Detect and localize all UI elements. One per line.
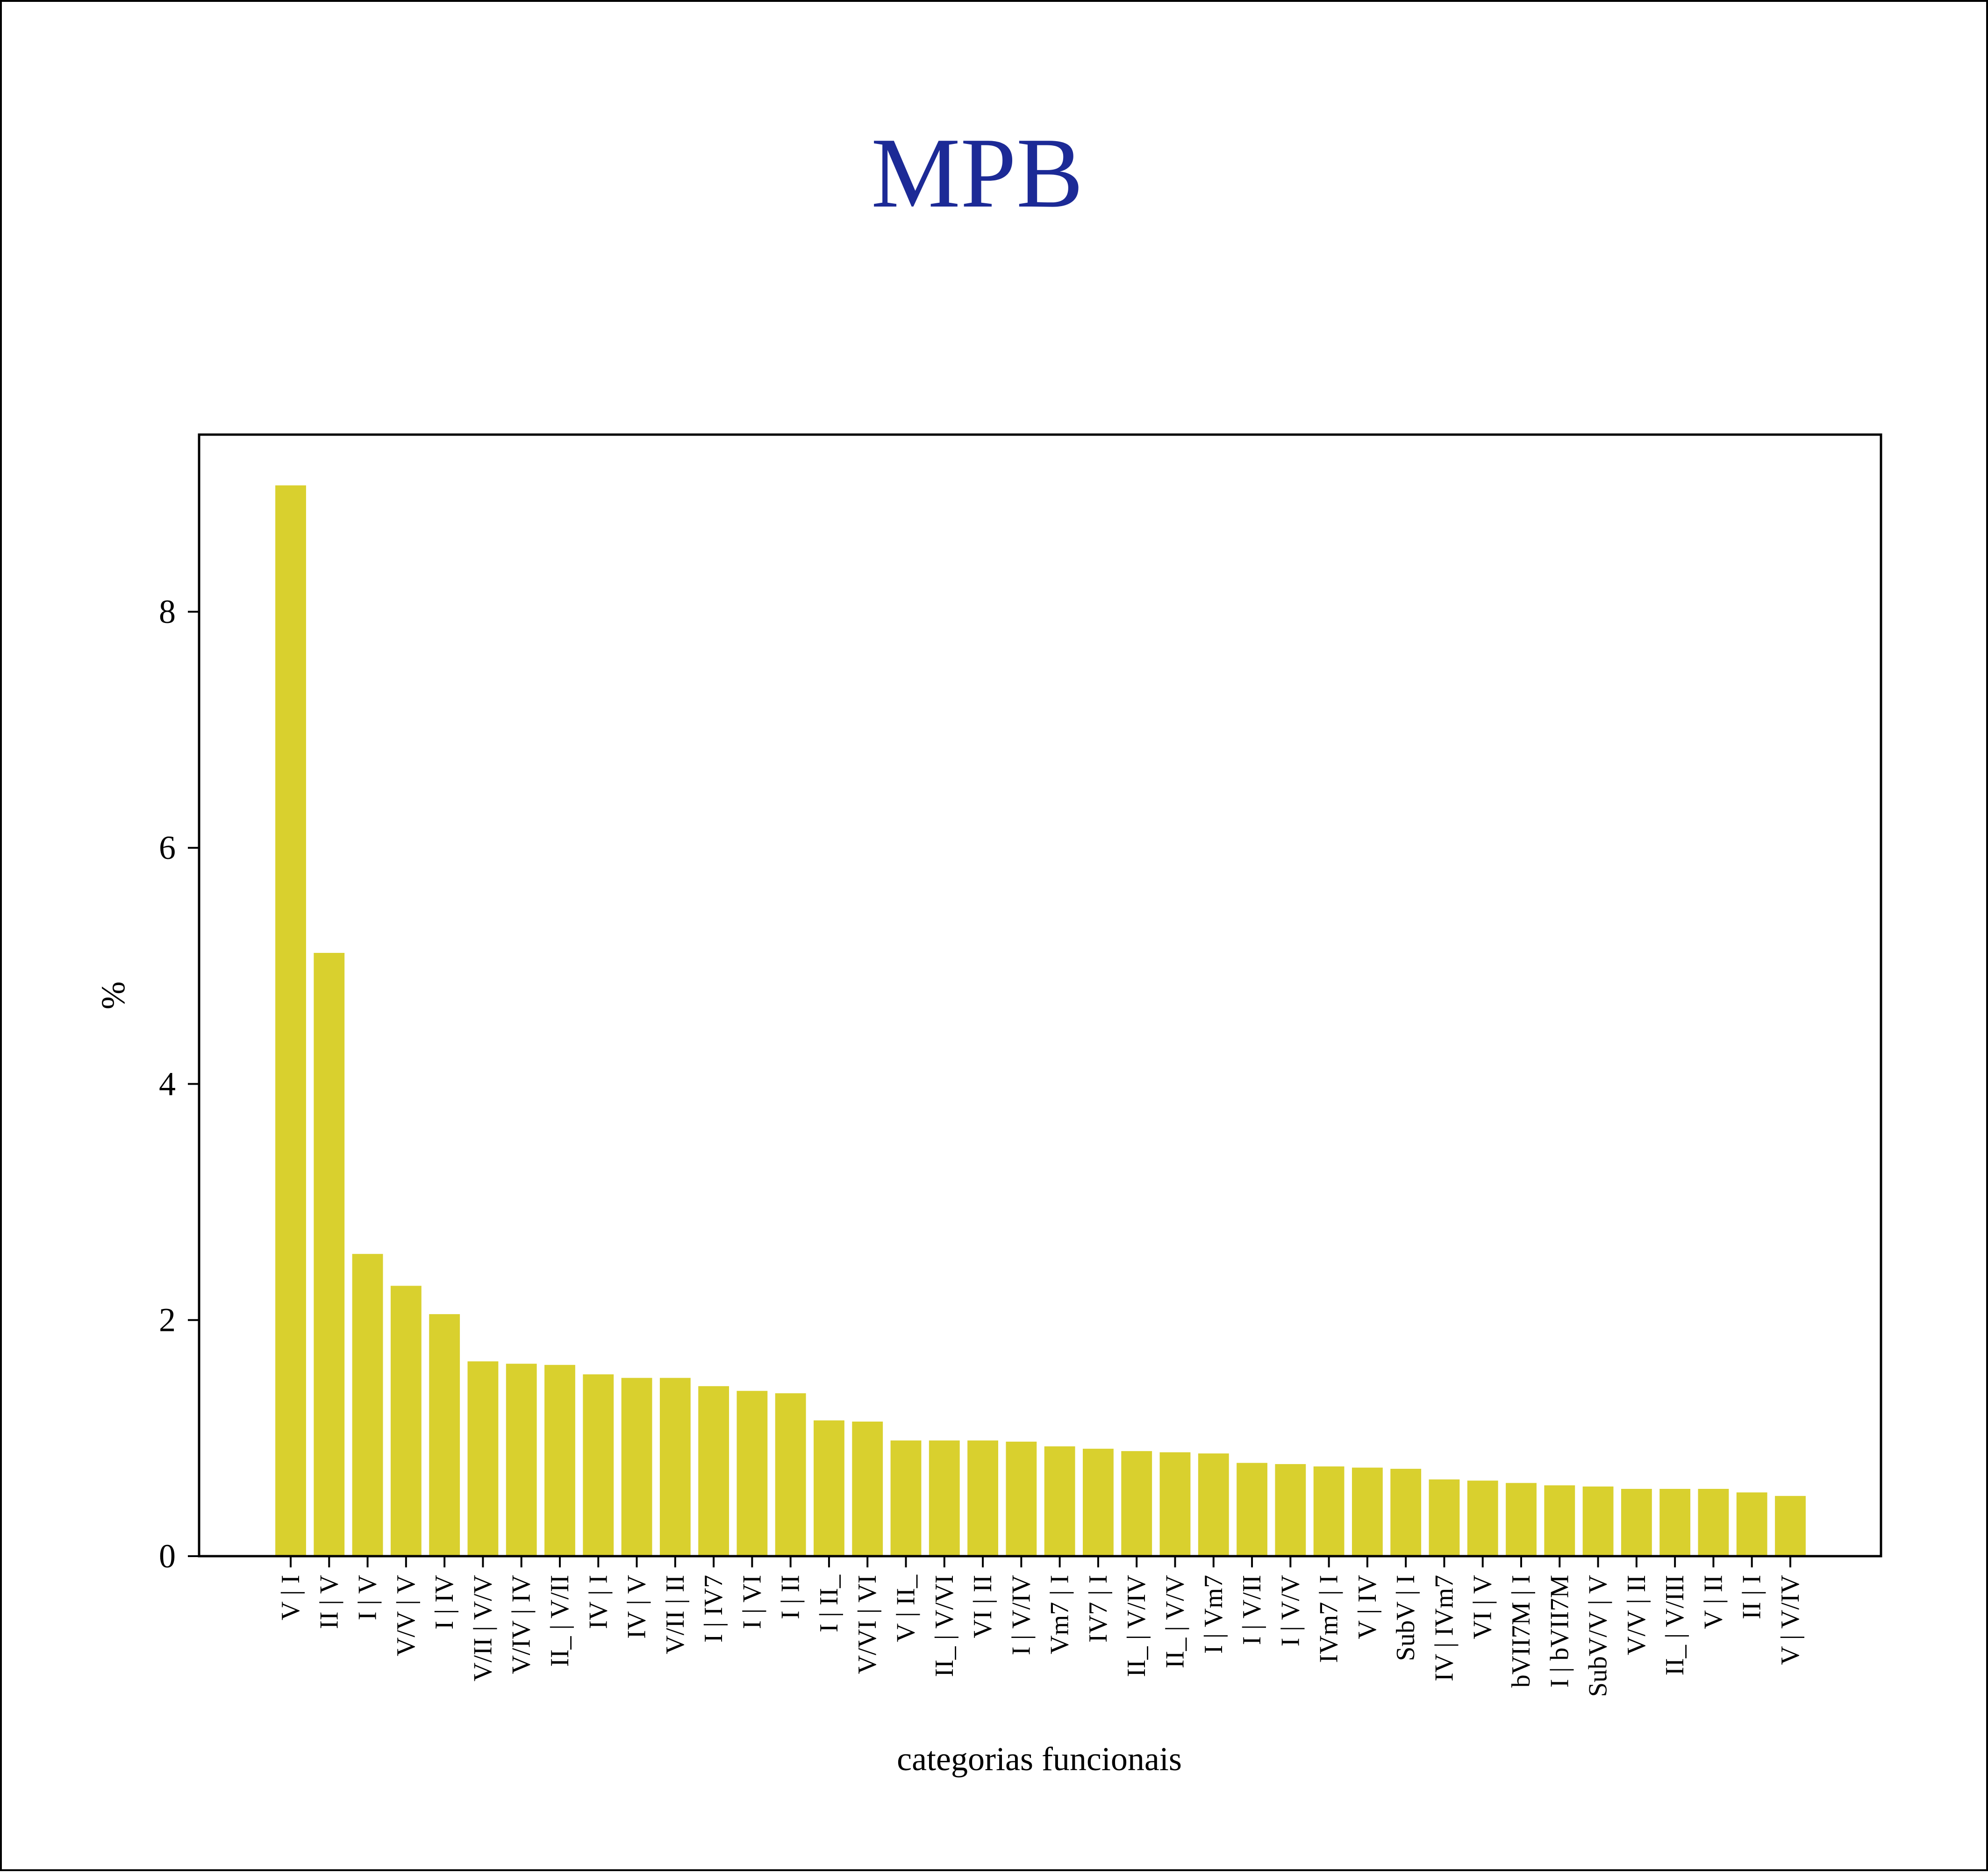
bar [1044,1446,1075,1556]
bar [814,1420,844,1556]
x-tick-label: VI | V [1468,1575,1497,1639]
bar [275,485,306,1557]
bar [1352,1467,1383,1556]
x-tick-label: Vm7 | I [1045,1575,1074,1654]
y-tick-label: 6 [159,829,176,866]
bar [1313,1466,1344,1556]
bar [1736,1492,1767,1556]
x-tick-label: II_ | V/VI [930,1575,959,1677]
x-tick-label: V/IV | IV [507,1575,536,1674]
x-tick-label: SubV | I [1391,1575,1420,1661]
x-tick-label: IVm7 | I [1315,1575,1344,1663]
bar [506,1364,537,1556]
x-tick-label: I | V/V [1276,1575,1305,1646]
x-tick-label: V | II [1699,1575,1728,1629]
bars-layer [275,485,1806,1557]
bar [1506,1483,1537,1556]
bar [583,1374,614,1556]
x-tick-label: I | II [776,1575,805,1619]
x-tick-label: II_ | V/IV [1122,1575,1151,1677]
x-tick-label: I | V [353,1575,382,1620]
x-tick-label: I | IV [430,1575,459,1630]
x-tick-label: IV | I [584,1575,613,1629]
bar [967,1440,998,1556]
x-tick-label: II | I [1738,1575,1766,1619]
bar [429,1314,460,1556]
bar [314,953,345,1556]
x-tick-label: II_ | V/II [545,1575,574,1667]
x-tick-label: bVII7M | I [1507,1575,1536,1687]
x-tick-label: VI | II [968,1575,997,1638]
chart-title: MPB [871,117,1083,229]
x-tick-label: V/II | II [661,1575,690,1654]
x-tick-label: I | V/II [1237,1575,1266,1645]
x-tick-label: V/VI | VI [853,1575,882,1674]
y-tick-label: 2 [159,1301,176,1339]
bar [1429,1479,1460,1556]
x-tick-label: IV | V [622,1575,651,1639]
x-axis: V | I II | V I | V V/V | V I | IV V/II | V/V V… [276,1556,1805,1697]
bar [737,1391,768,1556]
x-tick-label: I | II_ [815,1574,844,1632]
y-tick-label: 4 [159,1065,176,1102]
y-tick-label: 0 [159,1537,176,1575]
x-tick-label: V | V/IV [1776,1575,1805,1665]
x-axis-label: categorias funcionais [897,1740,1182,1778]
x-tick-label: I | V/IV [1007,1575,1036,1655]
x-tick-label: V/II | V/V [468,1575,497,1681]
x-tick-label: I | IV7 [699,1575,728,1643]
bar [1237,1463,1267,1556]
x-tick-label: V/V | V [392,1575,421,1656]
x-tick-label: IV7 | I [1084,1575,1113,1643]
bar [621,1378,652,1556]
x-tick-label: II_ | V/V [1160,1575,1189,1668]
bar [390,1286,422,1556]
bar [890,1440,922,1556]
bar [1083,1449,1114,1556]
x-tick-label: I | Vm7 [1199,1575,1228,1654]
x-tick-label: V | II_ [892,1574,921,1642]
y-axis: 0 2 4 6 8 [159,593,199,1575]
bar [1006,1441,1037,1556]
x-tick-label: V | IV [1353,1575,1382,1639]
x-tick-label: V/V | II [1622,1575,1651,1655]
bar [1159,1452,1191,1556]
bar [1698,1489,1729,1556]
x-tick-label: IV | IVm7 [1430,1575,1459,1681]
bar [467,1361,499,1556]
x-tick-label: SubV/V | V [1584,1575,1613,1697]
bar [659,1378,691,1556]
y-axis-label: % [94,981,132,1009]
bar [1544,1485,1575,1556]
bar [775,1393,806,1556]
bar [929,1440,960,1556]
bar [1582,1486,1614,1556]
plot-area-frame [198,433,1882,1558]
bar [1467,1480,1498,1556]
bar [1775,1496,1806,1556]
x-tick-label: I | VI [737,1575,766,1629]
bar [698,1386,729,1556]
bar [1621,1489,1652,1556]
y-tick-label: 8 [159,593,176,630]
x-tick-label: I | bVII7M [1545,1575,1574,1687]
x-tick-label: II | V [315,1575,343,1629]
x-tick-label: V | I [276,1575,305,1620]
x-tick-label: II_ | V/III [1660,1575,1689,1675]
bar [1659,1489,1691,1556]
bar [1121,1451,1152,1556]
bar [352,1254,383,1556]
bar [1198,1453,1229,1556]
bar [544,1365,575,1556]
bar [852,1422,883,1556]
bar [1275,1464,1306,1556]
bar [1390,1469,1422,1556]
